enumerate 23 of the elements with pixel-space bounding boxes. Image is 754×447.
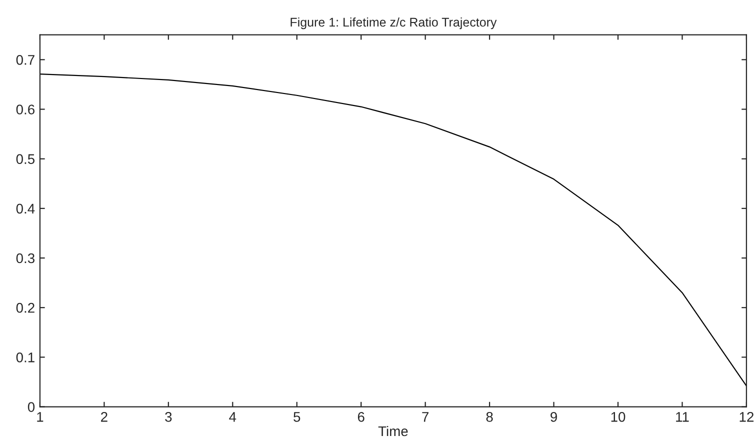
x-tick-label: 6 <box>358 412 364 422</box>
x-tick-label: 5 <box>294 412 300 422</box>
x-axis-title: Time <box>378 426 408 436</box>
x-tick-label: 10 <box>611 412 626 422</box>
y-tick-label: 0.6 <box>16 104 34 114</box>
y-tick-label: 0 <box>28 402 35 412</box>
x-tick-label: 3 <box>165 412 172 422</box>
x-tick-label: 8 <box>486 412 493 422</box>
x-tick-label: 4 <box>229 412 236 422</box>
x-tick-label: 11 <box>676 412 689 422</box>
x-tick-label: 7 <box>422 412 428 422</box>
y-tick-label: 0.2 <box>16 302 34 313</box>
x-tick-label: 2 <box>101 412 108 422</box>
y-tick-label: 0.5 <box>16 154 35 164</box>
y-tick-label: 0.3 <box>16 253 34 264</box>
y-tick-label: 0.4 <box>16 204 35 214</box>
y-tick-label: 0.7 <box>16 54 34 65</box>
line-series <box>40 73 746 386</box>
x-tick-label: 9 <box>550 412 557 422</box>
x-tick-label: 1 <box>37 412 44 422</box>
x-tick-label: 12 <box>740 412 754 422</box>
y-tick-label: 0.1 <box>16 352 34 362</box>
chart-title: Figure 1: Lifetime z/c Ratio Trajectory <box>290 17 497 30</box>
